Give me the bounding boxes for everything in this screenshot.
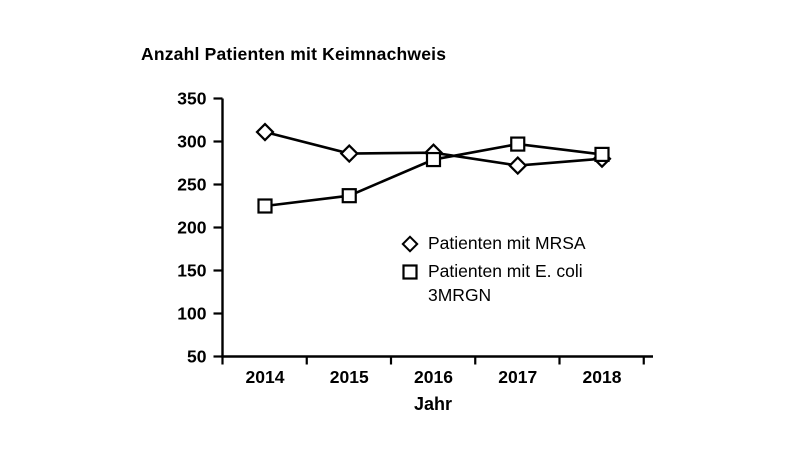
chart-title: Anzahl Patienten mit Keimnachweis [141, 44, 447, 64]
svg-text:100: 100 [177, 304, 206, 324]
svg-text:2018: 2018 [583, 367, 622, 387]
svg-text:2015: 2015 [330, 367, 369, 387]
svg-text:250: 250 [177, 175, 206, 195]
svg-text:2014: 2014 [246, 367, 285, 387]
svg-text:50: 50 [187, 347, 207, 367]
svg-text:200: 200 [177, 218, 206, 238]
svg-text:300: 300 [177, 132, 206, 152]
svg-text:350: 350 [177, 89, 206, 109]
x-axis-title: Jahr [413, 394, 453, 414]
svg-text:150: 150 [177, 261, 206, 281]
svg-text:2016: 2016 [414, 367, 453, 387]
svg-text:2017: 2017 [498, 367, 537, 387]
